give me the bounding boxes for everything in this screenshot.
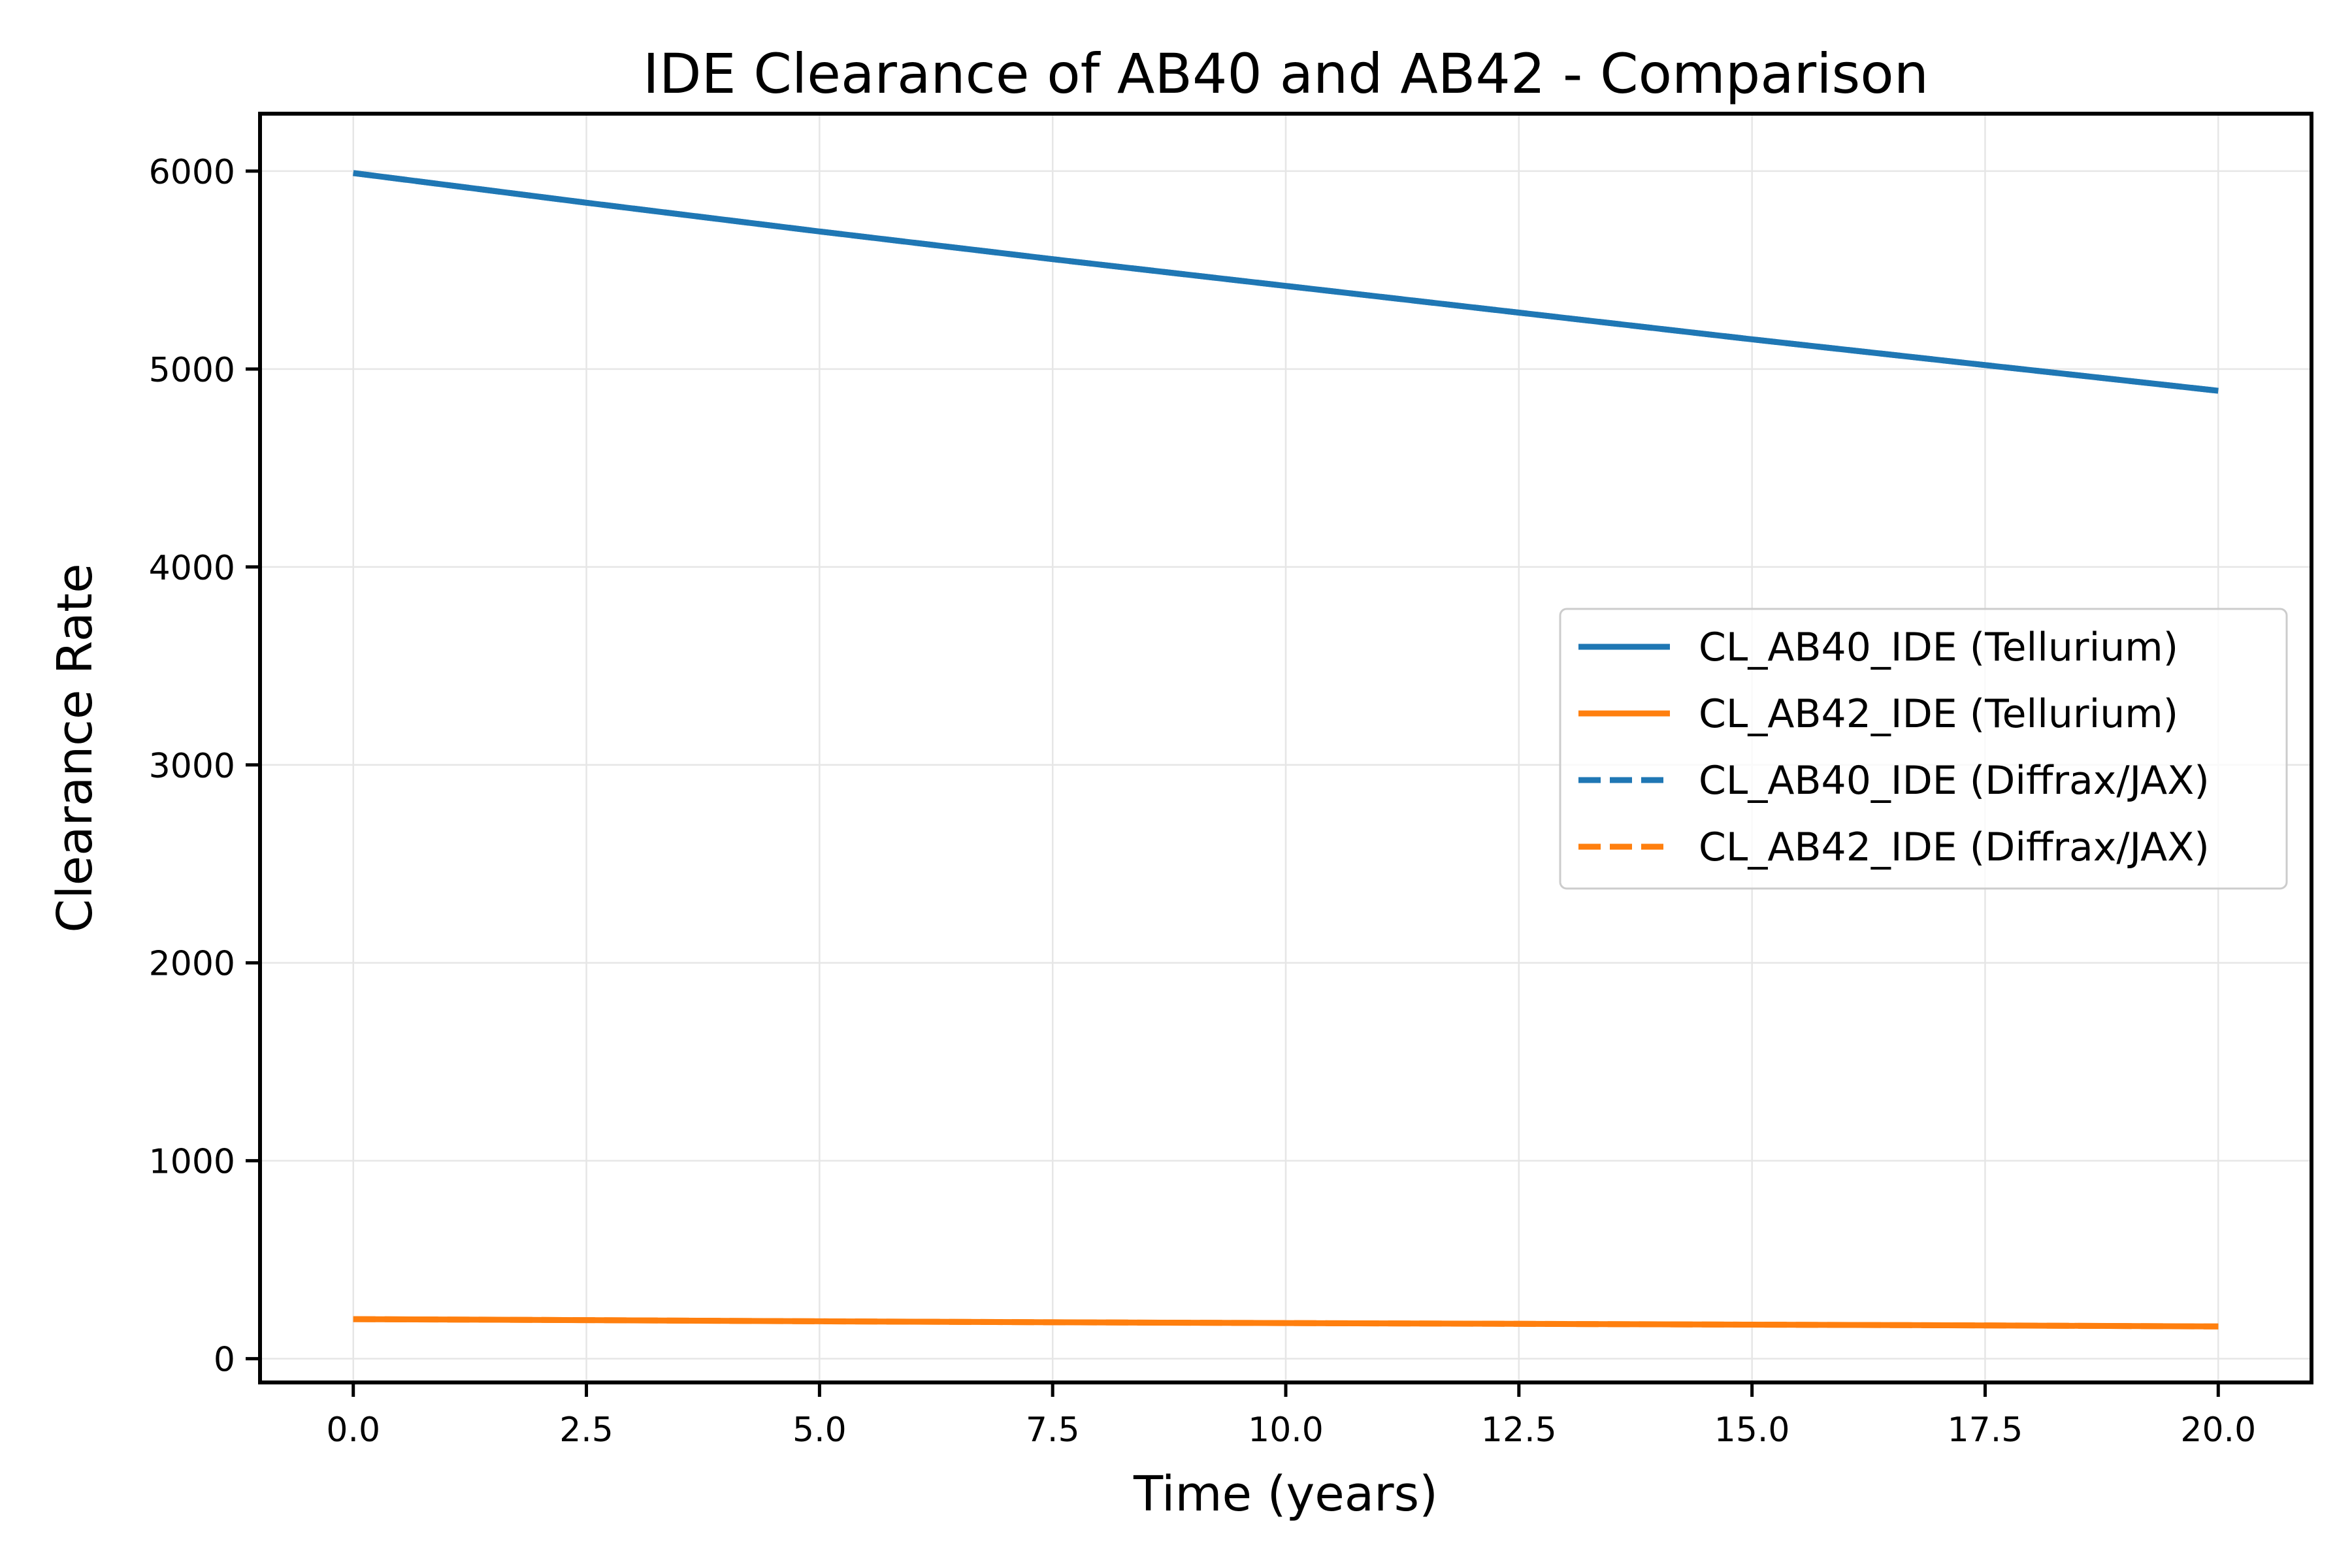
x-tick-label: 15.0 <box>1714 1411 1790 1450</box>
y-tick-label: 1000 <box>149 1143 235 1182</box>
legend-box <box>1559 608 2288 890</box>
x-tick-label: 20.0 <box>2180 1411 2256 1450</box>
y-tick-label: 2000 <box>149 945 235 984</box>
x-tick-label: 10.0 <box>1248 1411 1324 1450</box>
legend-label-1: CL_AB40_IDE (Tellurium) <box>1699 625 2178 670</box>
legend-label-4: CL_AB42_IDE (Diffrax/JAX) <box>1699 825 2210 870</box>
legend-items: CL_AB40_IDE (Tellurium) CL_AB42_IDE (Tell… <box>1578 625 2210 870</box>
x-tick-label: 17.5 <box>1948 1411 2023 1450</box>
x-axis-label: Time (years) <box>1133 1466 1438 1522</box>
legend-label-3: CL_AB40_IDE (Diffrax/JAX) <box>1699 758 2210 804</box>
y-tick-label: 6000 <box>149 153 235 192</box>
legend-label-2: CL_AB42_IDE (Tellurium) <box>1699 691 2178 737</box>
x-tick-label: 0.0 <box>326 1411 380 1450</box>
chart-title: IDE Clearance of AB40 and AB42 - Compari… <box>643 42 1929 106</box>
series-lines <box>353 170 2219 1330</box>
legend: CL_AB40_IDE (Tellurium) CL_AB42_IDE (Tell… <box>1559 608 2288 890</box>
x-tick-label: 5.0 <box>792 1411 847 1450</box>
series-line-4 <box>353 1316 2219 1330</box>
grid-lines <box>260 114 2311 1382</box>
x-tick-label: 7.5 <box>1026 1411 1080 1450</box>
x-tick-label: 12.5 <box>1481 1411 1557 1450</box>
y-tick-label: 5000 <box>149 351 235 390</box>
y-axis-label: Clearance Rate <box>47 563 103 932</box>
y-tick-label: 0 <box>214 1341 235 1380</box>
y-tick-label: 4000 <box>149 549 235 588</box>
axis-ticks: 0.0 2.5 5.0 7.5 10.0 12.5 15.0 17.5 20.0 0 1000 200… <box>149 153 2257 1450</box>
series-line-1 <box>353 170 2219 394</box>
x-tick-label: 2.5 <box>559 1411 613 1450</box>
y-tick-label: 3000 <box>149 747 235 786</box>
